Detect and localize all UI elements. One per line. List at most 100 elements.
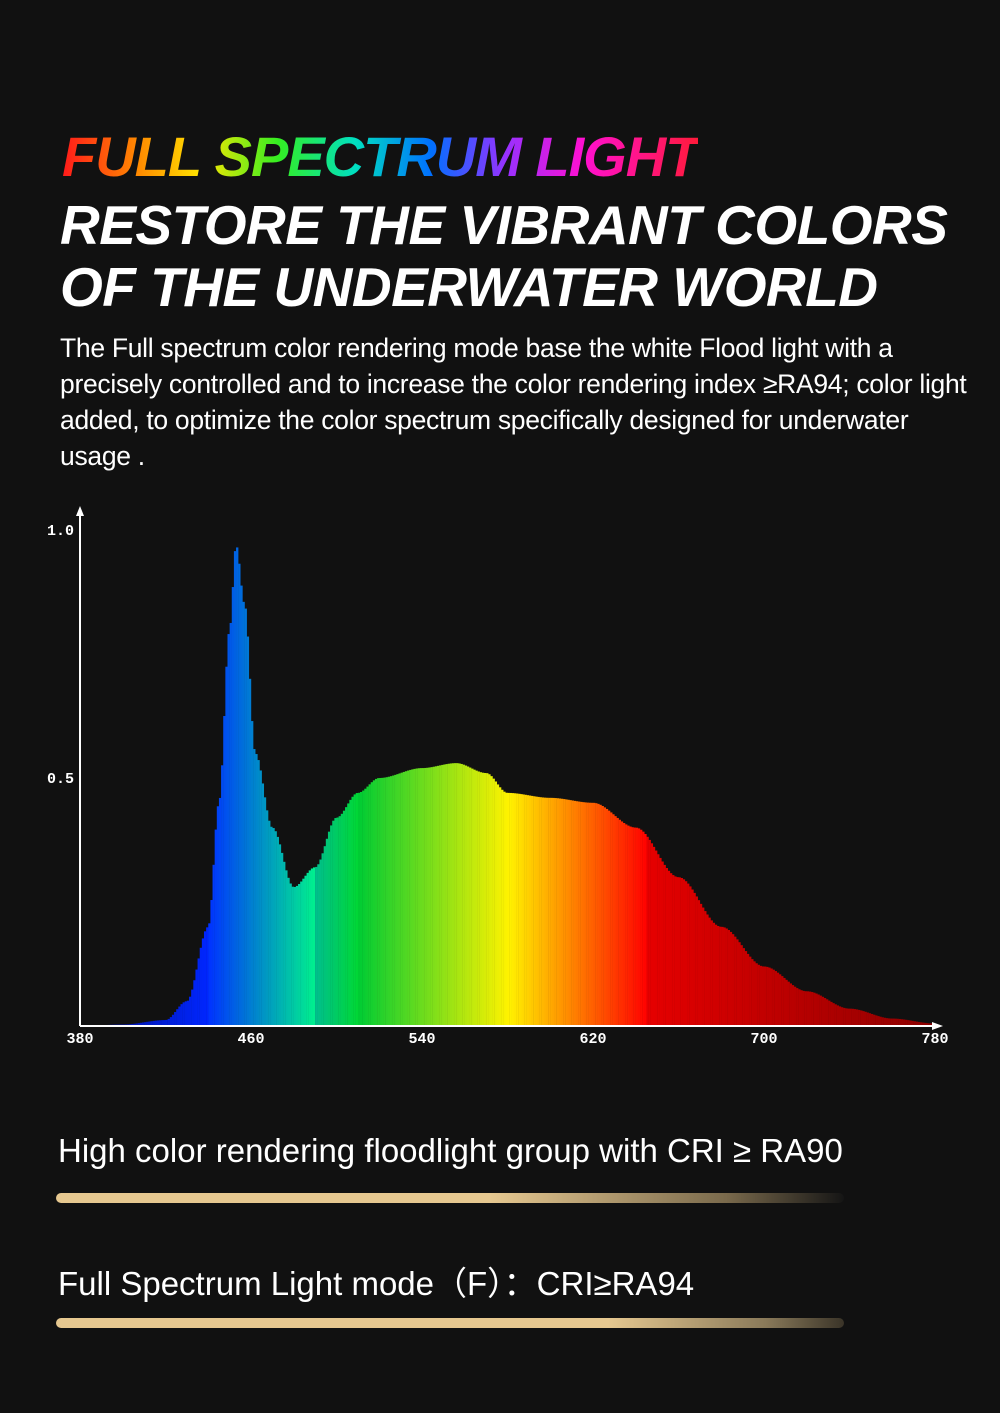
spectrum-bar xyxy=(896,1018,899,1026)
spectrum-bar xyxy=(676,877,679,1026)
spectrum-bar xyxy=(464,765,468,1026)
x-tick-label: 540 xyxy=(408,1031,435,1048)
headline-line-1: RESTORE THE VIBRANT COLORS xyxy=(60,194,948,256)
spectrum-bar xyxy=(900,1019,904,1026)
spectrum-bar xyxy=(862,1011,865,1026)
spectrum-bar xyxy=(417,768,421,1026)
spectrum-bar xyxy=(366,786,369,1026)
spectrum-bar xyxy=(498,787,502,1026)
spectrum-bar xyxy=(201,938,205,1026)
spectrum-bar xyxy=(599,804,602,1026)
spectrum-bar xyxy=(699,903,703,1026)
spectrum-bar xyxy=(926,1023,929,1026)
spectrum-bar xyxy=(298,884,301,1026)
spectrum-bar xyxy=(552,797,555,1026)
spectrum-bar xyxy=(411,769,414,1026)
spectrum-bar xyxy=(751,959,754,1026)
spectrum-bar xyxy=(654,850,658,1026)
spectrum-bar xyxy=(642,831,645,1026)
spectrum-bar xyxy=(176,1009,179,1026)
spectrum-bar xyxy=(736,939,739,1026)
spectrum-bar xyxy=(778,974,782,1026)
spectrum-bar xyxy=(849,1008,852,1026)
spectrum-bar xyxy=(285,870,288,1026)
spectrum-bar xyxy=(601,806,604,1026)
spectrum-bar xyxy=(477,771,480,1026)
headline-line-2: OF THE UNDERWATER WORLD xyxy=(60,256,878,318)
spectrum-bar xyxy=(915,1021,919,1026)
spectrum-bar xyxy=(165,1019,168,1026)
spectrum-bar xyxy=(541,797,545,1026)
spectrum-bar xyxy=(511,793,515,1026)
spectrum-bar xyxy=(716,926,720,1026)
description: The Full spectrum color rendering mode b… xyxy=(60,333,967,471)
spectrum-bar xyxy=(255,754,258,1026)
spectrum-bar xyxy=(550,797,553,1026)
spectrum-bar xyxy=(163,1020,166,1026)
spectrum-bar xyxy=(323,846,327,1026)
spectrum-bar xyxy=(302,878,305,1026)
spectrum-bar xyxy=(704,911,707,1026)
spectrum-bar xyxy=(415,768,418,1026)
feature-cri-ra90: High color rendering floodlight group wi… xyxy=(58,1132,843,1169)
spectrum-fill xyxy=(80,547,936,1026)
spectrum-bar xyxy=(892,1018,895,1026)
spectrum-bar xyxy=(522,794,525,1026)
spectrum-bar xyxy=(783,977,786,1026)
spectrum-bar xyxy=(687,883,690,1026)
spectrum-bar xyxy=(691,889,694,1026)
spectrum-bar xyxy=(565,799,568,1026)
spectrum-bar xyxy=(554,798,557,1026)
spectrum-bar xyxy=(661,861,664,1026)
spectrum-bar xyxy=(766,966,769,1026)
spectrum-bar xyxy=(764,966,767,1026)
spectrum-bar xyxy=(898,1018,901,1026)
spectrum-bar xyxy=(180,1004,183,1026)
spectrum-bar xyxy=(757,964,760,1026)
spectrum-bar xyxy=(796,988,799,1026)
kicker-title: FULL SPECTRUM LIGHT xyxy=(62,125,699,188)
spectrum-bar xyxy=(471,768,474,1026)
spectrum-bar xyxy=(426,767,429,1026)
spectrum-bar xyxy=(321,853,324,1026)
spectrum-bar xyxy=(813,992,816,1026)
spectrum-bar xyxy=(887,1018,891,1026)
spectrum-bar xyxy=(669,873,673,1026)
spectrum-bar xyxy=(265,810,269,1026)
spectrum-bar xyxy=(582,802,585,1026)
spectrum-bar xyxy=(584,802,587,1026)
spectrum-bar xyxy=(310,868,314,1026)
spectrum-bar xyxy=(214,829,217,1026)
spectrum-bar xyxy=(573,800,577,1026)
spectrum-bar xyxy=(287,877,290,1026)
spectrum-bar xyxy=(347,803,350,1026)
spectrum-bar xyxy=(210,900,213,1026)
spectrum-bar xyxy=(563,799,566,1026)
spectrum-bar xyxy=(569,800,572,1026)
spectrum-bar xyxy=(330,825,333,1026)
spectrum-bar xyxy=(171,1014,175,1026)
spectrum-bar xyxy=(627,825,630,1026)
spectrum-bar xyxy=(774,971,778,1026)
spectrum-bar xyxy=(300,881,303,1026)
spectrum-bar xyxy=(516,793,519,1026)
spectrum-bar xyxy=(868,1013,872,1026)
spectrum-bar xyxy=(424,767,427,1026)
spectrum-bar xyxy=(332,820,335,1026)
spectrum-bar xyxy=(189,996,192,1026)
spectrum-bar xyxy=(877,1016,880,1026)
spectrum-bar xyxy=(197,958,200,1026)
spectrum-bar xyxy=(612,814,615,1026)
spectrum-bar xyxy=(823,998,827,1026)
spectrum-bar xyxy=(531,795,534,1026)
spectrum-bar xyxy=(678,877,681,1026)
y-tick-label: 1.0 xyxy=(47,523,74,540)
spectrum-bar xyxy=(883,1017,887,1026)
spectrum-bar xyxy=(135,1023,138,1026)
spectrum-bar xyxy=(847,1008,850,1026)
spectrum-bar xyxy=(148,1021,151,1026)
spectrum-bar xyxy=(338,816,341,1026)
spectrum-bar xyxy=(920,1022,923,1026)
spectrum-bar xyxy=(144,1022,147,1026)
spectrum-bar xyxy=(353,794,356,1026)
